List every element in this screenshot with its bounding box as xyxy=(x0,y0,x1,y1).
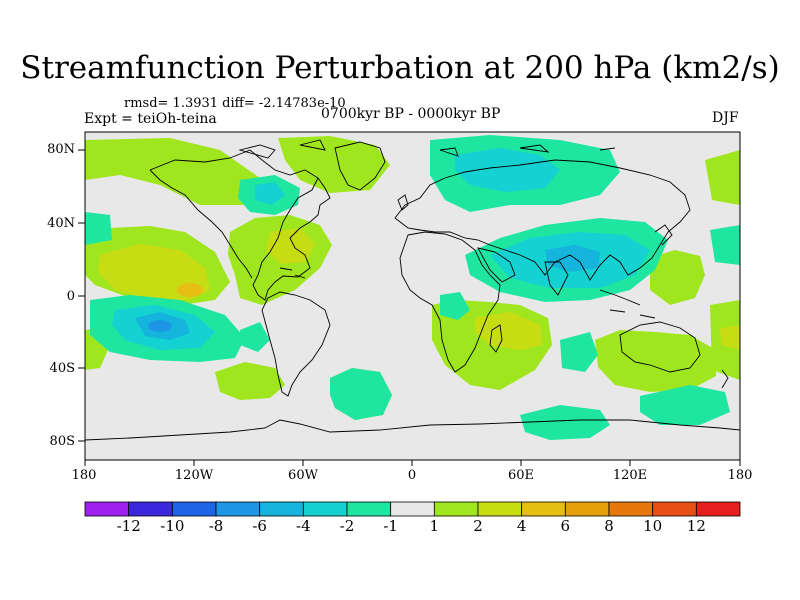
lon-label-60w: 60W xyxy=(288,468,318,483)
experiment-label: Expt = teiOh-teina xyxy=(84,111,217,127)
map-title: Streamfunction Perturbation at 200 hPa (… xyxy=(20,50,780,86)
contour-positive-indian-core xyxy=(720,325,740,350)
contour-positive-westpac xyxy=(650,250,705,305)
contour-field xyxy=(85,135,740,441)
colorbar-swatch xyxy=(128,501,173,517)
colorbar-swatch xyxy=(259,501,304,517)
colorbar-label: -12 xyxy=(116,517,141,535)
colorbar-swatch xyxy=(171,501,217,517)
contour-positive-nw xyxy=(85,138,260,205)
colorbar-label: -8 xyxy=(208,517,224,535)
lat-ticks xyxy=(78,149,85,442)
period-label: 0700kyr BP - 0000kyr BP xyxy=(321,106,501,122)
contour-positive-max xyxy=(177,283,203,297)
contour-negative-e-edge xyxy=(710,225,740,265)
lon-label-180w: 180 xyxy=(71,468,97,483)
contour-positive-antarctic xyxy=(215,362,285,400)
colorbar-swatch xyxy=(390,501,435,517)
colorbar-swatch xyxy=(608,501,654,517)
colorbar-swatch xyxy=(477,501,523,517)
colorbar-label: -10 xyxy=(160,517,185,535)
colorbar-swatch xyxy=(302,501,348,517)
colorbar-label: -6 xyxy=(252,517,267,535)
colorbar-swatch xyxy=(652,501,697,517)
colorbar-label: 8 xyxy=(604,517,614,535)
contour-negative-sw xyxy=(240,322,270,352)
lon-ticks xyxy=(84,460,741,466)
lon-label-180e: 180 xyxy=(727,468,753,483)
lon-label-0: 0 xyxy=(407,468,417,483)
colorbar-label: 12 xyxy=(686,517,706,535)
colorbar-swatch xyxy=(564,501,610,517)
colorbar-swatch xyxy=(433,501,479,517)
contour-negative-south xyxy=(560,332,598,372)
colorbar xyxy=(84,501,741,517)
colorbar-swatch xyxy=(695,501,741,517)
colorbar-label: 4 xyxy=(516,517,527,535)
colorbar-label: 10 xyxy=(643,517,663,535)
lon-label-60e: 60E xyxy=(507,468,535,483)
stats-line: rmsd= 1.3931 diff= -2.14783e-10 xyxy=(124,96,346,111)
contour-negative-na-core xyxy=(255,182,285,205)
lon-label-120w: 120W xyxy=(174,468,214,483)
coastlines xyxy=(85,139,740,441)
season-label: DJF xyxy=(712,110,739,126)
colorbar-swatch xyxy=(521,501,566,517)
colorbar-swatch xyxy=(346,501,392,517)
contour-negative-asia-min xyxy=(545,245,600,272)
contour-positive-atlantic-n xyxy=(278,136,390,193)
colorbar-label: -4 xyxy=(296,517,311,535)
contour-negative-antarctic xyxy=(520,405,610,440)
contour-positive-e-edge xyxy=(705,150,740,205)
lat-label-40n: 40N xyxy=(47,216,75,231)
colorbar-swatch xyxy=(84,501,130,517)
contour-negative-africa-s xyxy=(440,292,470,320)
lat-label-80s: 80S xyxy=(49,434,75,449)
colorbar-swatch xyxy=(215,501,261,517)
contour-positive-indian xyxy=(595,330,716,392)
colorbar-label: -1 xyxy=(383,517,398,535)
colorbar-label: 6 xyxy=(560,517,571,535)
lon-label-120e: 120E xyxy=(612,468,648,483)
lat-label-80n: 80N xyxy=(47,142,75,157)
contour-negative-pacific-peak xyxy=(148,320,172,332)
colorbar-label: 1 xyxy=(429,517,440,535)
contour-negative-se xyxy=(640,385,730,425)
contour-negative-satlantic xyxy=(330,368,392,420)
lat-label-40s: 40S xyxy=(49,361,75,376)
lat-label-equator: 0 xyxy=(66,289,75,304)
contour-negative-npacific xyxy=(85,212,112,245)
contour-negative-arctic-core xyxy=(455,148,560,192)
colorbar-label: -2 xyxy=(339,517,355,535)
colorbar-label: 2 xyxy=(473,517,483,535)
contour-positive-africa-core xyxy=(475,312,542,350)
